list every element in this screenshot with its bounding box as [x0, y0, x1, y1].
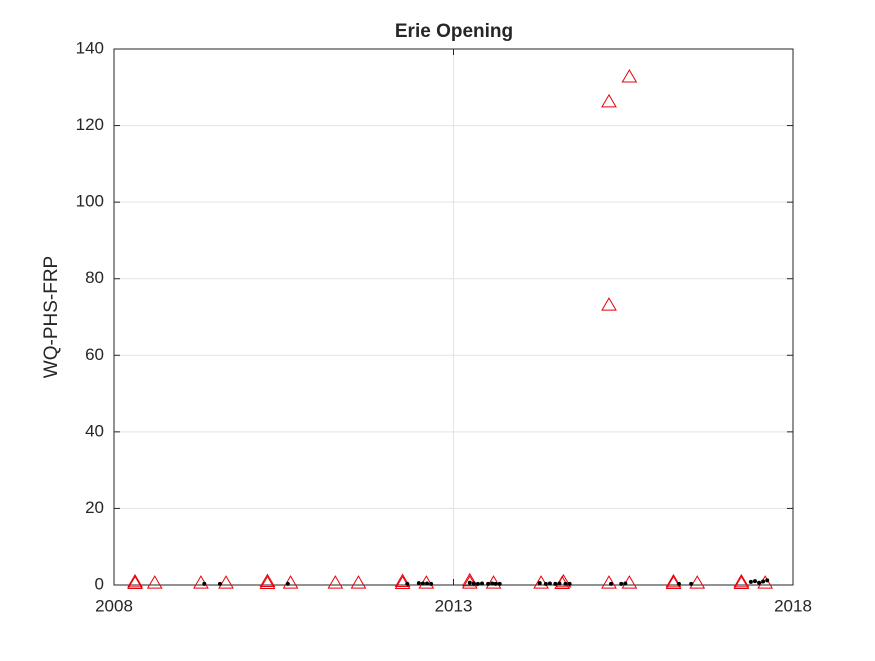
- dot-marker: [619, 581, 624, 586]
- dot-marker: [752, 579, 757, 584]
- dot-marker: [676, 581, 681, 586]
- triangle-marker: [350, 575, 367, 589]
- dot-marker: [405, 581, 410, 586]
- triangle-marker: [259, 573, 276, 588]
- y-tick-label: 100: [76, 192, 104, 211]
- dot-marker: [547, 581, 552, 586]
- dot-marker: [493, 581, 498, 586]
- triangle-marker: [665, 573, 682, 588]
- dot-marker: [285, 581, 290, 586]
- x-tick-label: 2013: [435, 596, 473, 615]
- triangle-marker: [461, 572, 478, 587]
- triangle-marker: [127, 573, 143, 588]
- triangle-marker: [733, 575, 750, 589]
- chart-title: Erie Opening: [395, 21, 513, 42]
- triangle-marker: [665, 575, 682, 589]
- y-tick-label: 140: [76, 38, 104, 57]
- triangle-marker: [601, 575, 617, 589]
- dot-marker: [467, 580, 472, 585]
- dot-marker: [765, 578, 770, 583]
- dot-marker: [416, 581, 421, 586]
- triangle-marker: [533, 575, 549, 589]
- dot-marker: [429, 581, 434, 586]
- triangle-marker: [689, 575, 706, 589]
- y-tick-label: 20: [85, 498, 104, 517]
- y-tick-label: 120: [76, 115, 104, 134]
- y-axis-label: WQ-PHS-FRP: [41, 256, 62, 378]
- y-tick-label: 40: [85, 421, 104, 440]
- dot-marker: [623, 581, 628, 586]
- x-tick-label: 2018: [774, 596, 812, 615]
- y-tick-label: 80: [85, 268, 104, 287]
- y-tick-label: 60: [85, 345, 104, 364]
- dot-marker: [543, 581, 548, 586]
- x-tick-label: 2008: [95, 596, 133, 615]
- dot-marker: [748, 579, 753, 584]
- dot-marker: [490, 581, 495, 586]
- triangle-marker: [327, 575, 344, 589]
- triangle-marker: [259, 575, 276, 589]
- dot-marker: [217, 581, 222, 586]
- triangle-marker: [394, 573, 411, 588]
- y-tick-label: 0: [95, 574, 104, 593]
- dot-marker: [537, 581, 542, 586]
- dot-marker: [553, 581, 558, 586]
- dot-marker: [567, 581, 572, 586]
- triangle-marker: [127, 575, 143, 589]
- plot-frame: [113, 48, 794, 586]
- dot-marker: [486, 581, 491, 586]
- triangle-marker: [733, 573, 750, 588]
- dot-marker: [563, 581, 568, 586]
- dot-marker: [761, 579, 766, 584]
- dot-marker: [689, 581, 694, 586]
- triangle-marker: [485, 575, 502, 589]
- triangle-marker: [601, 93, 617, 108]
- dot-marker: [757, 580, 762, 585]
- dot-marker: [480, 581, 485, 586]
- dot-marker: [557, 581, 562, 586]
- triangle-marker: [621, 68, 638, 83]
- dot-marker: [420, 581, 425, 586]
- triangle-marker: [601, 297, 617, 311]
- dot-marker: [475, 581, 480, 586]
- dot-marker: [202, 581, 207, 586]
- dot-marker: [609, 581, 614, 586]
- triangle-marker: [146, 575, 163, 589]
- triangle-marker: [218, 575, 234, 589]
- dot-marker: [497, 581, 502, 586]
- dot-marker: [471, 581, 476, 586]
- dot-marker: [425, 581, 430, 586]
